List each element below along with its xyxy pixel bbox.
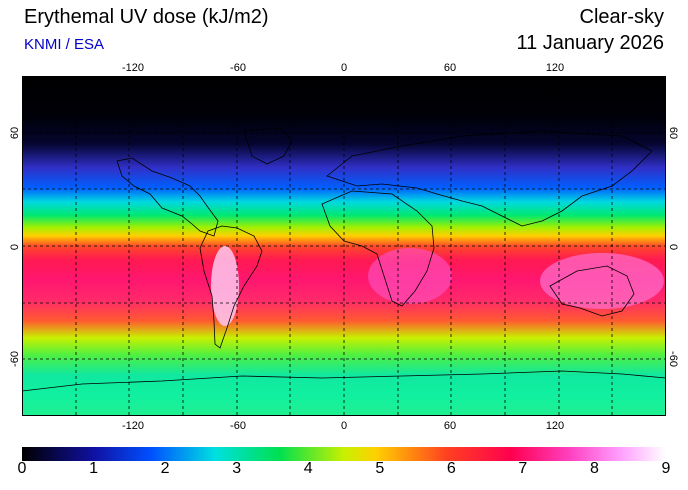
color-scale-tick-label: 3 [232,460,242,477]
coastline-antarctica [22,370,666,392]
lat-label-right-60s: -60 [667,351,679,367]
coastline-south-america [199,225,263,349]
color-scale-tick-label: 8 [589,460,599,477]
lat-label-left-60s: -60 [9,351,21,367]
color-scale-tick-label: 7 [518,460,528,477]
lat-label-left-0: 0 [9,243,21,251]
lon-label-top-120e: 120 [545,62,565,74]
coastline-greenland [243,127,293,165]
color-scale-tick-label: 4 [303,460,313,477]
map-title: Erythemal UV dose (kJ/m2) [24,6,269,28]
lat-label-right-60n: 60 [667,126,679,140]
lon-label-bottom-120w: -120 [121,420,145,432]
color-scale-tick-label: 2 [160,460,170,477]
coastline-africa [321,190,435,307]
color-scale-tick-label: 1 [89,460,98,477]
lon-label-top-0: 0 [340,62,348,74]
lon-label-bottom-60e: 60 [443,420,457,432]
color-scale-gradient [22,447,666,461]
map-frame [22,76,666,416]
uv-dose-map [22,76,666,416]
date-label: 11 January 2026 [516,32,664,54]
lon-label-top-60w: -60 [230,62,246,74]
coastline-australia [549,265,635,317]
lon-label-top-120w: -120 [121,62,145,74]
high-dose-southern-africa [368,248,452,304]
graticule [22,76,666,416]
lat-label-left-60n: 60 [9,126,21,140]
lon-label-bottom-120e: 120 [545,420,565,432]
color-scale-tick-label: 9 [661,460,671,477]
color-scale-tick-label: 6 [446,460,456,477]
lat-label-right-0: 0 [667,243,679,251]
coastlines [22,127,666,392]
source-label: KNMI / ESA [24,36,105,53]
high-dose-south-america [211,246,239,326]
lon-label-bottom-60w: -60 [230,420,246,432]
color-scale-tick-label: 0 [17,460,27,477]
coastline-eurasia [326,130,653,227]
color-scale-tick-label: 5 [375,460,385,477]
sky-mode-label: Clear-sky [579,6,664,28]
lon-label-bottom-0: 0 [340,420,348,432]
coastline-north-america [116,157,219,237]
color-scale-bar [22,447,666,461]
lon-label-top-60e: 60 [443,62,457,74]
